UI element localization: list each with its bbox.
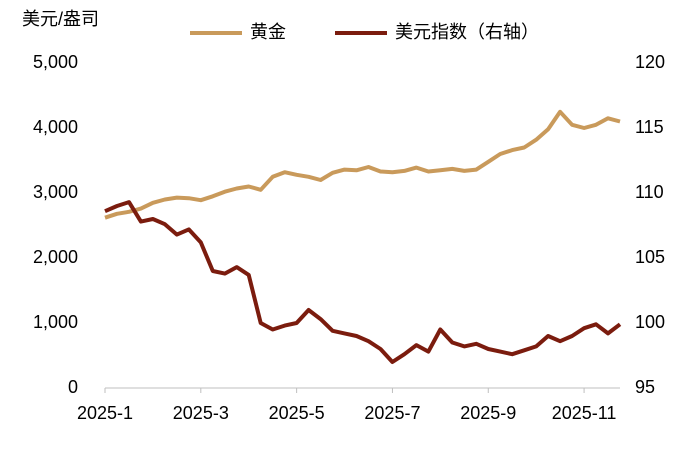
y2-tick-label: 115: [635, 117, 664, 137]
y-tick-label: 0: [68, 377, 78, 397]
y-tick-label: 4,000: [33, 117, 78, 137]
legend-label: 黄金: [250, 22, 286, 42]
y2-tick-label: 95: [635, 377, 655, 397]
y-tick-label: 2,000: [33, 247, 78, 267]
x-tick-label: 2025-3: [173, 403, 229, 423]
x-tick-label: 2025-5: [269, 403, 325, 423]
y-tick-label: 3,000: [33, 182, 78, 202]
y-tick-label: 1,000: [33, 312, 78, 332]
y2-tick-label: 105: [635, 247, 665, 267]
x-tick-label: 2025-11: [552, 403, 617, 423]
x-tick-label: 2025-1: [77, 403, 133, 423]
y-axis-label: 美元/盎司: [22, 9, 99, 29]
x-tick-label: 2025-9: [460, 403, 516, 423]
y-tick-label: 5,000: [33, 52, 78, 72]
y2-tick-label: 110: [635, 182, 664, 202]
legend-label: 美元指数（右轴）: [395, 22, 539, 42]
series-line: [104, 200, 622, 364]
y2-tick-label: 120: [635, 52, 665, 72]
y2-tick-label: 100: [635, 312, 665, 332]
x-tick-label: 2025-7: [364, 403, 420, 423]
series-line: [104, 109, 621, 220]
